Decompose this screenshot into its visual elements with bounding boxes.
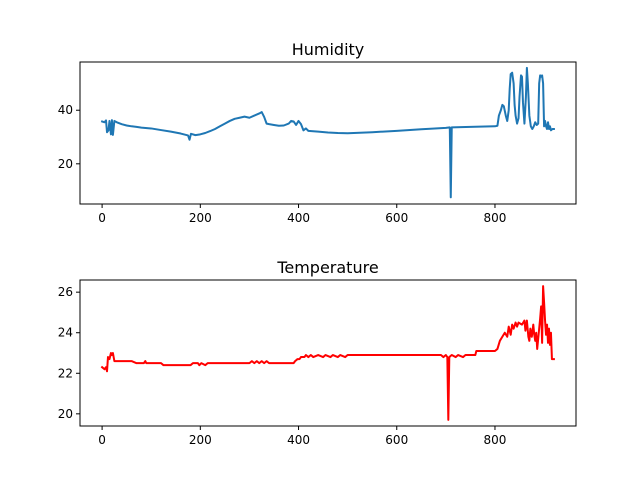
temperature-y-tick-label: 22 [58,366,73,380]
temperature-axes-frame [79,279,577,427]
temperature-x-tick-label: 800 [484,433,507,447]
temperature-chart: Temperature 0 200 400 600 800 20 22 24 26 [58,258,577,447]
temperature-x-tick-label: 200 [189,433,212,447]
temperature-y-tick-label: 20 [58,407,73,421]
temperature-y-tick-label: 24 [58,326,73,340]
temperature-x-tick-label: 600 [385,433,408,447]
humidity-x-tick-label: 200 [189,211,212,225]
humidity-y-tick-label: 40 [58,103,73,117]
temperature-y-tick-label: 26 [58,285,73,299]
temperature-x-tick-label: 0 [98,433,106,447]
humidity-x-tick-label: 400 [287,211,310,225]
humidity-chart: Humidity 0 200 400 600 800 20 40 [58,40,577,225]
temperature-x-tick-label: 400 [287,433,310,447]
humidity-x-tick-label: 600 [385,211,408,225]
temperature-chart-title: Temperature [276,258,378,277]
humidity-series-line [100,66,555,199]
humidity-x-tick-label: 800 [484,211,507,225]
humidity-chart-title: Humidity [292,40,365,59]
humidity-x-tick-label: 0 [98,211,106,225]
humidity-y-tick-label: 20 [58,157,73,171]
temperature-series-line [100,285,555,421]
